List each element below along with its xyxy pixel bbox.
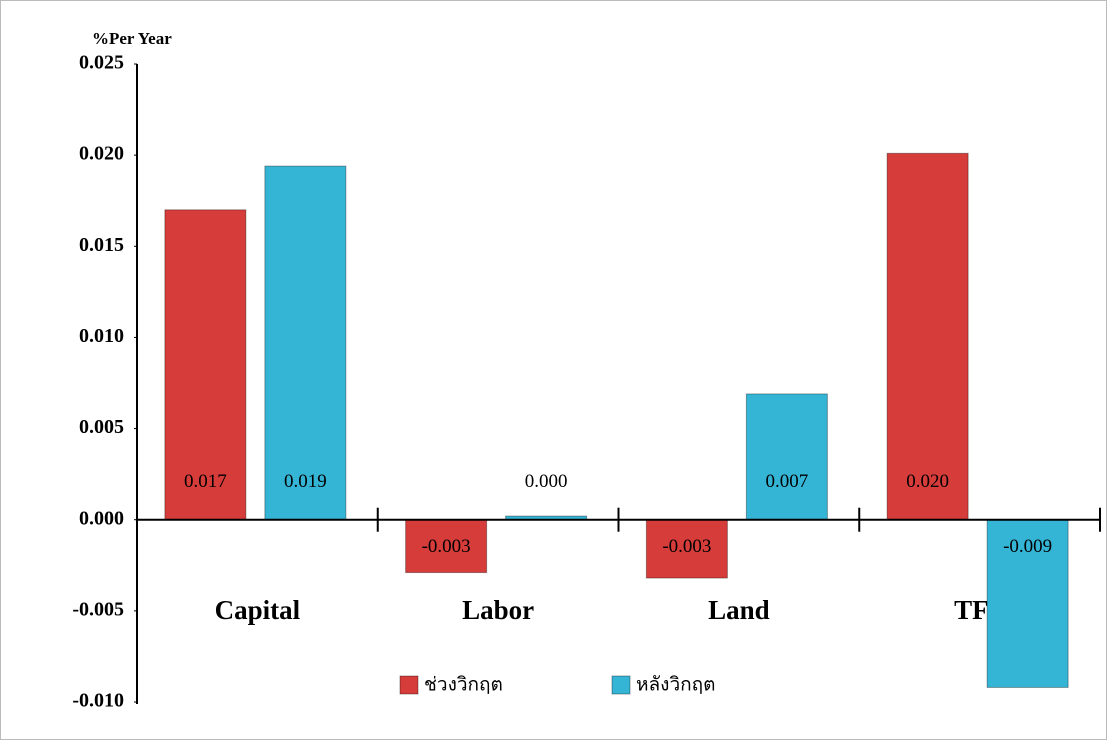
y-tick-label: 0.005 [79, 416, 124, 438]
bar [746, 394, 827, 520]
y-tick-label: 0.010 [79, 325, 124, 347]
legend-label: หลังวิกฤต [636, 674, 715, 695]
x-tick-label: Land [708, 595, 770, 625]
value-label: 0.007 [766, 471, 809, 492]
y-axis-title: %Per Year [92, 29, 172, 48]
y-tick-label: 0.025 [79, 52, 124, 74]
x-tick-label: Labor [462, 595, 534, 625]
value-label: 0.000 [525, 471, 568, 492]
value-label: 0.017 [184, 471, 227, 492]
legend-swatch [400, 676, 418, 694]
value-label: -0.003 [662, 536, 711, 557]
y-tick-label: 0.000 [79, 507, 124, 529]
value-label: 0.019 [284, 471, 327, 492]
value-label: -0.003 [422, 536, 471, 557]
y-tick-label: 0.020 [79, 143, 124, 165]
value-label: -0.009 [1003, 536, 1052, 557]
legend-swatch [612, 676, 630, 694]
value-label: 0.020 [906, 471, 949, 492]
y-tick-label: 0.015 [79, 234, 124, 256]
y-tick-label: -0.010 [72, 690, 124, 712]
legend-label: ช่วงวิกฤต [424, 674, 503, 695]
bar [265, 166, 346, 520]
bar [887, 153, 968, 519]
y-tick-label: -0.005 [72, 598, 124, 620]
chart: %Per Year -0.010 -0.005 0.000 0.005 0.010 0.0… [0, 0, 1107, 740]
x-tick-label: Capital [215, 595, 301, 625]
